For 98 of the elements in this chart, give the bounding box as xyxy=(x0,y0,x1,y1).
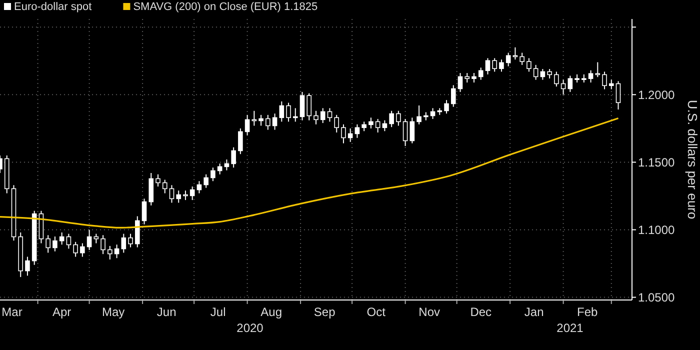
candlestick xyxy=(334,114,340,133)
candlestick xyxy=(176,190,182,204)
candlestick xyxy=(478,67,484,80)
candlestick xyxy=(244,114,250,136)
candlestick xyxy=(252,110,257,126)
y-axis-title: U.S. dollars per euro xyxy=(685,100,700,220)
candlestick xyxy=(492,58,498,72)
candlestick xyxy=(568,75,573,92)
x-tick-label: Oct xyxy=(366,305,386,319)
candlestick xyxy=(485,58,490,75)
candlestick xyxy=(506,52,511,67)
candlestick xyxy=(238,128,243,155)
x-tick-label: Jan xyxy=(524,305,544,319)
x-tick-label: Aug xyxy=(260,305,282,319)
candlestick xyxy=(73,241,78,258)
candlestick xyxy=(533,64,538,80)
candlestick xyxy=(458,72,463,92)
candlestick xyxy=(341,124,346,144)
candlestick xyxy=(279,100,284,122)
candlestick xyxy=(375,118,380,133)
candlestick xyxy=(560,79,566,96)
y-tick-label: 1.2000 xyxy=(638,88,676,102)
candlestick xyxy=(300,91,305,121)
x-tick-label: Mar xyxy=(2,305,22,319)
y-tick-label: 1.1000 xyxy=(638,222,676,237)
candlestick xyxy=(272,113,278,130)
candlestick xyxy=(142,198,147,225)
candlestick xyxy=(382,120,388,132)
candlestick xyxy=(526,58,532,72)
candlestick xyxy=(450,84,456,108)
candlestick xyxy=(512,46,518,60)
y-tick-label: 1.1500 xyxy=(638,155,676,170)
candlestick xyxy=(444,100,449,114)
candlestick xyxy=(80,242,85,258)
candlestick xyxy=(210,167,216,182)
candlestick xyxy=(327,108,332,122)
candlestick xyxy=(416,104,422,125)
candlestick xyxy=(196,180,202,194)
candlestick xyxy=(314,110,318,125)
candlestick xyxy=(354,124,360,138)
candlestick xyxy=(231,146,236,168)
candlestick xyxy=(540,68,546,80)
legend-label: SMAVG (200) on Close (EUR) 1.1825 xyxy=(133,1,318,13)
candlestick xyxy=(396,110,401,126)
candlestick xyxy=(100,234,106,255)
candlestick xyxy=(183,190,188,201)
candlestick xyxy=(595,62,600,78)
candlestick xyxy=(547,68,552,79)
x-tick-label: May xyxy=(102,305,125,319)
candlestick xyxy=(86,229,92,251)
text: 2020 xyxy=(236,321,264,335)
candlestick xyxy=(362,121,366,132)
candlestick xyxy=(286,102,291,122)
x-tick-label: Jun xyxy=(156,305,176,319)
candlestick xyxy=(258,114,264,126)
candlestick xyxy=(464,72,470,83)
candlestick xyxy=(128,233,133,248)
candlestick xyxy=(616,80,621,110)
candlestick xyxy=(402,118,408,146)
candlestick xyxy=(554,71,559,88)
candlestick xyxy=(162,179,168,194)
candlestick xyxy=(588,70,594,83)
x-tick-label: Nov xyxy=(418,305,440,319)
candlestick xyxy=(46,234,50,254)
candlestick xyxy=(52,236,58,252)
candlestick xyxy=(389,110,394,128)
y-tick-label: 1.0500 xyxy=(638,290,676,304)
candlestick xyxy=(134,216,140,248)
candlestick xyxy=(224,159,230,171)
candlestick xyxy=(602,71,607,90)
candlestick xyxy=(368,117,374,129)
candlestick xyxy=(148,172,154,206)
legend-label: Euro-dollar spot xyxy=(14,1,92,13)
x-tick-label: Feb xyxy=(577,305,598,319)
candlestick xyxy=(169,184,174,204)
candlestick xyxy=(156,174,160,188)
x-tick-label: Sep xyxy=(314,305,336,319)
candlestick xyxy=(306,92,312,121)
x-tick-label: Dec xyxy=(470,305,492,319)
candlestick xyxy=(190,186,195,201)
candlestick xyxy=(499,59,504,72)
x-tick-label: Jul xyxy=(210,305,226,319)
candlestick xyxy=(520,52,524,66)
candlestick xyxy=(266,114,270,130)
candlestick xyxy=(320,108,326,124)
candlestick xyxy=(25,256,30,276)
candlestick xyxy=(66,233,72,250)
candlestick xyxy=(608,79,614,90)
candlestick xyxy=(121,233,126,254)
text: 2021 xyxy=(556,321,584,335)
candlestick xyxy=(204,174,208,188)
line-series xyxy=(0,117,620,229)
x-tick-label: Apr xyxy=(52,305,72,319)
candlestick xyxy=(410,117,415,144)
candlestick xyxy=(292,108,298,122)
candlestick xyxy=(108,245,112,260)
candlestick xyxy=(472,72,476,83)
candlestick xyxy=(114,244,120,259)
